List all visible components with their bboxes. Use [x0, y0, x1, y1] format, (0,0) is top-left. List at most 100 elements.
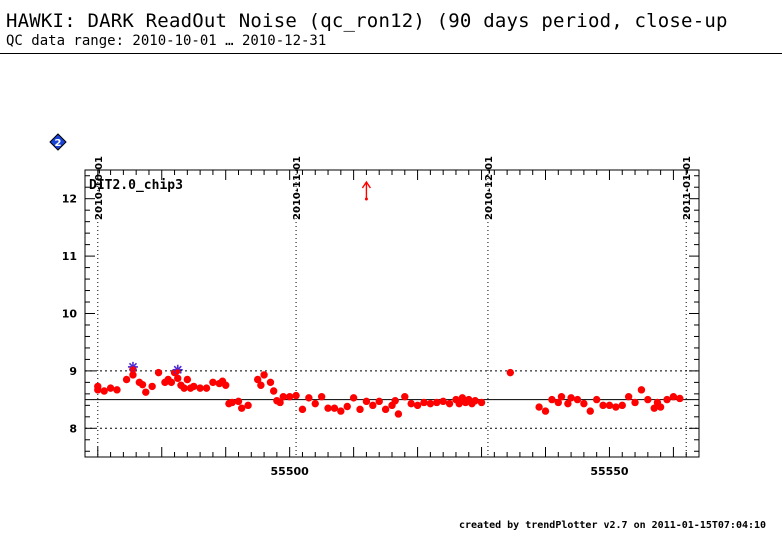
date-label: 2010-12-01 [484, 156, 495, 220]
data-point [349, 394, 358, 402]
data-point [311, 399, 319, 408]
panel-label: DIT2.0_chip3 [89, 178, 183, 193]
data-point [260, 371, 268, 379]
data-points [94, 180, 684, 418]
data-point [276, 398, 284, 407]
data-point [394, 410, 403, 418]
data-point [100, 387, 108, 395]
data-point [228, 398, 236, 407]
chart-subtitle: QC data range: 2010-10-01 … 2010-12-31 [6, 33, 327, 49]
data-point [154, 368, 163, 377]
badge-label: 2 [55, 138, 62, 149]
data-point [257, 381, 265, 389]
y-tick-label: 11 [62, 250, 77, 263]
data-point [401, 393, 409, 401]
data-point [580, 399, 588, 408]
data-point [548, 395, 556, 404]
data-point [94, 386, 102, 394]
data-point [324, 404, 332, 412]
date-label: 2010-10-01 [94, 156, 105, 220]
data-point [138, 380, 147, 389]
data-point [148, 382, 156, 391]
data-point [183, 375, 192, 384]
data-point [663, 395, 671, 404]
data-point [477, 398, 486, 407]
data-point [506, 368, 515, 377]
data-point [586, 407, 594, 415]
data-point [631, 398, 639, 407]
data-point [557, 393, 566, 401]
data-point [244, 401, 252, 410]
data-point [676, 394, 684, 403]
data-point [356, 405, 364, 414]
data-point [669, 393, 678, 401]
data-point [637, 386, 646, 394]
data-point [298, 405, 307, 414]
data-point [445, 399, 454, 408]
outlier-point [364, 197, 368, 201]
data-point [599, 401, 607, 410]
data-point [234, 397, 243, 406]
data-point [279, 393, 287, 401]
data-point [644, 395, 652, 404]
data-point [317, 393, 326, 401]
grid-lines [85, 170, 699, 457]
data-point [337, 407, 345, 415]
data-point [592, 395, 601, 404]
data-point [381, 405, 390, 414]
data-point [129, 371, 137, 379]
data-point [612, 403, 620, 411]
data-point [554, 398, 562, 407]
chart-title: HAWKI: DARK ReadOut Noise (qc_ron12) (90… [6, 10, 728, 32]
data-point [439, 397, 447, 406]
data-point [305, 394, 313, 402]
data-point [190, 382, 198, 391]
data-point [222, 381, 230, 389]
x-tick-label: 55550 [590, 465, 629, 478]
axis-ticks [85, 170, 700, 457]
data-point [122, 375, 131, 384]
date-label: 2011-01-01 [682, 156, 693, 220]
flagged-point-marker [172, 364, 183, 375]
data-point [541, 407, 550, 415]
data-point [369, 401, 377, 410]
data-point [237, 404, 246, 412]
data-point [605, 401, 614, 410]
data-point [375, 397, 383, 406]
plot-frame [84, 169, 700, 458]
data-point [564, 399, 572, 408]
data-point [142, 388, 150, 396]
y-tick-label: 12 [62, 193, 77, 206]
data-point [391, 397, 399, 405]
data-point [650, 404, 658, 412]
data-point [167, 378, 176, 387]
data-point [292, 391, 300, 400]
data-point [567, 394, 575, 402]
data-point [407, 399, 415, 408]
y-tick-label: 8 [69, 422, 77, 435]
data-point [455, 399, 463, 408]
flagged-point-marker [127, 361, 138, 372]
data-point [362, 397, 371, 406]
data-point [285, 393, 294, 401]
data-point [209, 378, 217, 387]
data-point [618, 401, 626, 410]
outlier-arrow-head [361, 180, 371, 189]
axis-labels: 2010-10-01 2010-11-01 2010-12-01 2011-01-01… [62, 156, 694, 478]
x-tick-label: 55500 [271, 465, 310, 478]
data-point [656, 403, 665, 411]
footer-credit: created by trendPlotter v2.7 on 2011-01-… [459, 520, 767, 531]
outlier-arrow-icon [361, 180, 371, 201]
data-point [180, 384, 188, 392]
data-point [330, 404, 339, 412]
data-point [113, 386, 121, 394]
diamond-badge-icon: 2 [49, 133, 67, 151]
data-point [426, 399, 435, 408]
y-tick-label: 9 [69, 365, 77, 378]
data-point [266, 378, 275, 387]
data-point [535, 403, 543, 411]
data-point [624, 393, 633, 401]
data-point [413, 401, 422, 410]
data-point [269, 387, 278, 395]
